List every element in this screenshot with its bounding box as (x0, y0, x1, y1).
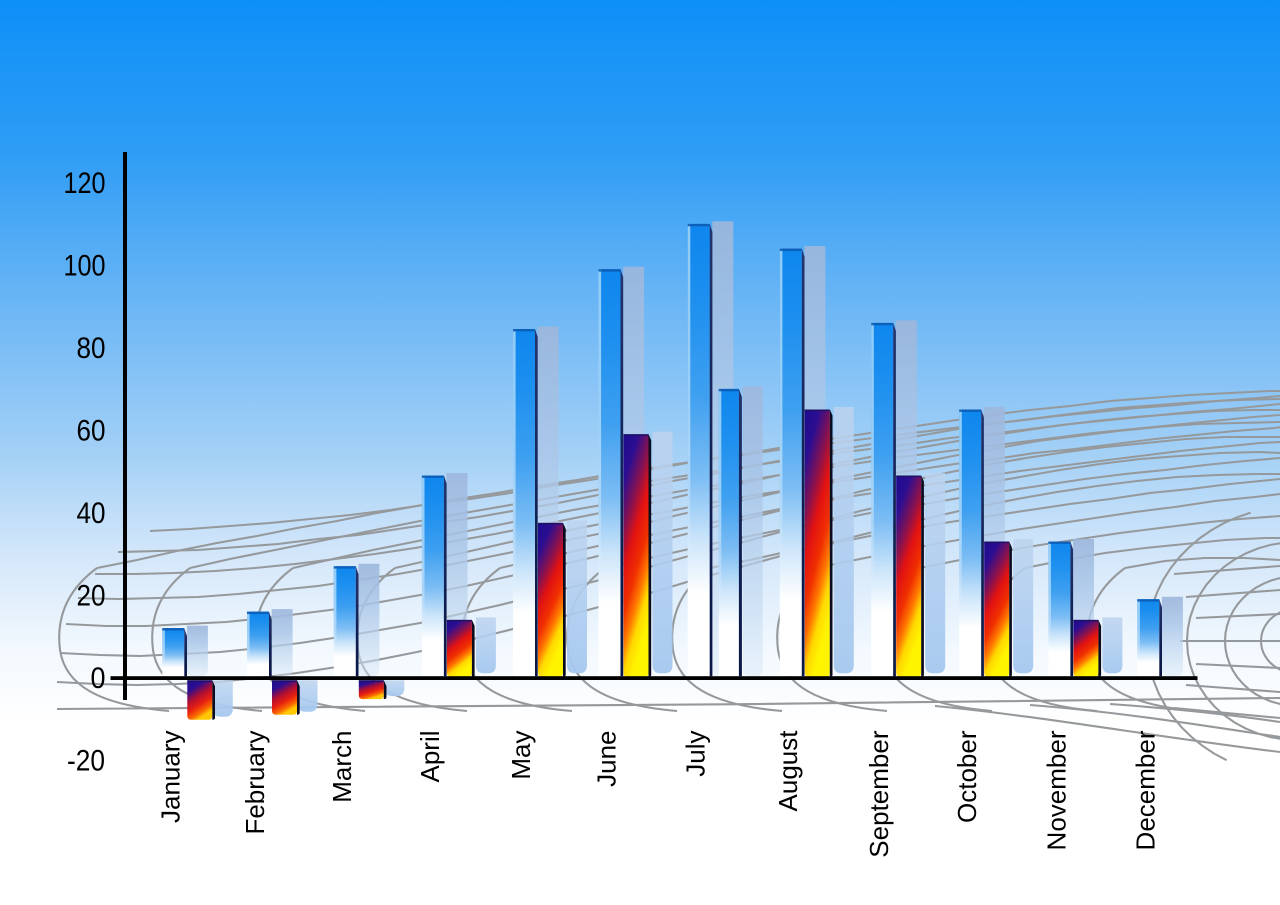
svg-text:0: 0 (91, 662, 106, 695)
svg-text:-20: -20 (67, 744, 105, 777)
svg-text:April: April (415, 731, 445, 783)
svg-text:November: November (1041, 730, 1071, 850)
svg-text:June: June (592, 731, 622, 787)
svg-text:October: October (952, 730, 982, 823)
svg-text:February: February (240, 731, 270, 835)
svg-text:80: 80 (77, 332, 106, 365)
svg-text:20: 20 (77, 579, 106, 612)
svg-text:May: May (506, 731, 536, 780)
svg-text:August: August (773, 730, 803, 812)
svg-text:January: January (155, 731, 185, 824)
svg-text:100: 100 (64, 249, 106, 282)
svg-text:March: March (327, 731, 357, 803)
svg-text:60: 60 (77, 414, 106, 447)
svg-text:December: December (1130, 730, 1160, 850)
svg-text:120: 120 (64, 167, 106, 200)
svg-text:September: September (864, 730, 894, 858)
svg-text:July: July (681, 731, 711, 777)
svg-text:40: 40 (77, 497, 106, 530)
